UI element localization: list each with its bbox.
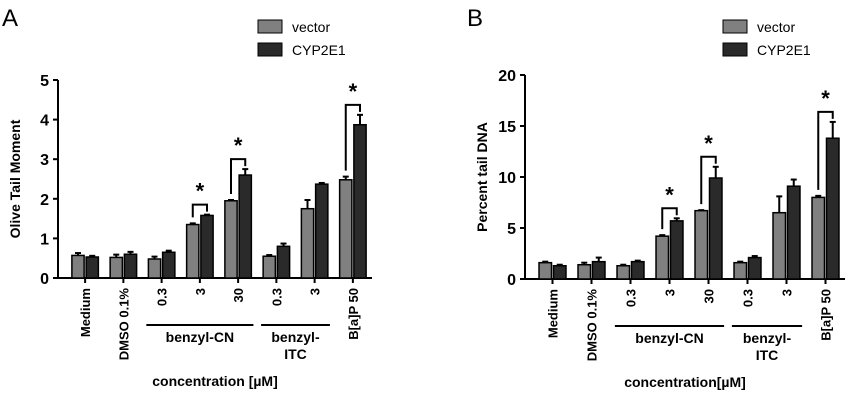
x-tick-label: 0.3 [741,289,756,307]
x-tick-label: DMSO 0.1% [116,288,131,361]
y-tick-label: 1 [40,231,49,248]
x-tick-label: 0.3 [624,289,639,307]
y-tick-label: 3 [40,152,49,169]
x-tick-label: 3 [308,288,323,295]
legend-label: vector [757,19,795,35]
bar-vector [655,235,670,280]
bar-vector [811,196,826,280]
x-tick-label: 3 [193,288,208,295]
bar-vector [733,261,748,280]
bar-CYP2E1 [669,220,684,280]
legend-label: CYP2E1 [292,42,346,58]
x-tick-label: 0.3 [155,288,170,306]
bar-CYP2E1 [123,253,138,279]
bar-vector [185,223,200,279]
significance-bracket [191,203,208,218]
bar-CYP2E1 [161,251,176,279]
group-label: benzyl- [271,329,320,345]
x-tick-label: 0.3 [269,288,284,306]
y-tick-label: 5 [507,221,516,238]
y-tick-label: 0 [507,272,516,289]
bar-vector [538,261,553,280]
y-tick-label: 5 [40,73,49,90]
y-tick-label: 2 [40,192,49,209]
x-tick-label: 30 [231,288,246,302]
bar-vector [262,255,277,279]
x-tick-label: B[a]P 50 [819,289,834,341]
bar-vector [109,256,124,279]
bar-CYP2E1 [314,183,329,279]
x-tick-label: 3 [663,289,678,296]
x-tick-label: 30 [702,289,717,303]
y-axis-label: Percent tail DNA [474,122,490,232]
x-tick-label: DMSO 0.1% [585,289,600,362]
bar-CYP2E1 [353,123,367,279]
bar-CYP2E1 [200,214,214,279]
significance-bracket [230,158,247,194]
y-tick-label: 0 [40,271,49,288]
bar-vector [616,264,631,280]
group-label: benzyl-CN [635,330,703,346]
bar-vector [71,254,85,279]
bar-CYP2E1 [825,137,840,280]
bar-vector [224,200,238,279]
group-label: benzyl- [743,330,792,346]
bar-vector [772,211,787,280]
y-axis-label: Olive Tail Moment [7,119,23,238]
chart-panel-A: A 0 1 2 3 4 5 Olive Tail Moment Medium DMSO 0.1% 0… [2,5,372,389]
panel-letter: A [2,5,18,32]
significance-star: * [704,131,713,156]
bar-CYP2E1 [85,256,100,279]
bar-CYP2E1 [238,174,253,279]
significance-bracket [661,207,678,230]
legend-swatch [257,42,283,57]
x-tick-label: Medium [78,288,93,337]
significance-star: * [349,79,358,104]
significance-bracket [344,103,361,171]
y-tick-label: 15 [498,119,516,136]
panel-letter: B [467,5,483,32]
x-axis-label: concentration[µM] [624,374,746,390]
bar-vector [147,258,162,279]
x-tick-label: Medium [546,289,561,338]
x-tick-label: B[a]P 50 [346,288,361,340]
legend-swatch [722,19,748,34]
bar-vector [300,207,315,279]
significance-star: * [821,86,830,111]
group-label: benzyl-CN [166,329,234,345]
bar-CYP2E1 [591,260,606,280]
significance-star: * [665,182,674,207]
legend-label: CYP2E1 [757,42,811,58]
chart-panel-B: B 0 5 10 15 20 Percent tail DNA Medium DMSO 0.1%… [467,5,845,390]
y-tick-label: 10 [498,170,516,187]
y-tick-label: 20 [498,68,516,85]
bar-CYP2E1 [276,245,291,279]
bar-vector [577,263,592,280]
x-axis-label: concentration [µM] [152,373,278,389]
bar-CYP2E1 [786,185,801,280]
bar-CYP2E1 [552,264,567,280]
group-label: ITC [284,346,307,362]
group-label: ITC [756,347,779,363]
bar-CYP2E1 [630,260,645,280]
bar-vector [694,209,709,280]
significance-star: * [196,179,205,204]
x-tick-label: 3 [780,289,795,296]
significance-bracket [817,110,834,190]
bar-CYP2E1 [708,177,723,280]
bar-vector [338,179,353,279]
legend-label: vector [292,19,330,35]
significance-star: * [234,133,243,158]
legend-swatch [722,42,748,57]
significance-bracket [700,155,717,205]
y-tick-label: 4 [40,113,49,130]
legend-swatch [257,19,283,34]
bar-CYP2E1 [747,256,762,280]
